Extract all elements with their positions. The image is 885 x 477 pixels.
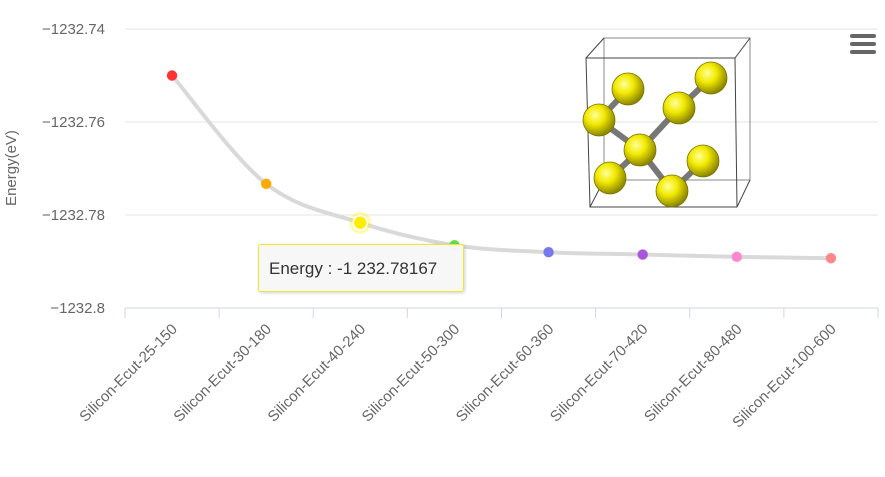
x-axis: Silicon-Ecut-25-150Silicon-Ecut-30-180Si… (76, 307, 879, 431)
y-tick-label: −1232.74 (42, 21, 105, 38)
x-tick-label: Silicon-Ecut-80-480 (641, 321, 746, 426)
grid-lines (125, 28, 878, 309)
x-tick-label: Silicon-Ecut-40-240 (265, 321, 370, 426)
data-point[interactable] (825, 253, 837, 264)
x-tick-label: Silicon-Ecut-60-360 (453, 321, 558, 426)
x-tick-label: Silicon-Ecut-70-420 (547, 321, 652, 426)
y-tick-label: −1232.8 (50, 300, 105, 317)
y-axis-label: Energy(eV) (3, 130, 20, 206)
hamburger-menu-icon[interactable] (848, 34, 878, 60)
x-tick-label: Silicon-Ecut-100-600 (729, 321, 839, 431)
data-point[interactable] (637, 249, 648, 260)
data-point[interactable] (543, 247, 554, 258)
data-point[interactable] (352, 215, 369, 231)
series-line (170, 73, 833, 261)
x-tick-label: Silicon-Ecut-30-180 (170, 321, 275, 426)
data-point[interactable] (731, 251, 743, 263)
series-energy (170, 73, 833, 261)
y-tick-label: −1232.76 (42, 114, 105, 131)
x-tick-label: Silicon-Ecut-50-300 (359, 321, 464, 426)
y-tick-label: −1232.78 (42, 207, 105, 224)
x-tick-label: Silicon-Ecut-25-150 (76, 321, 181, 426)
data-tooltip: Energy : -1 232.78167 (258, 244, 464, 292)
data-point[interactable] (260, 178, 272, 190)
crystal-structure-image (582, 37, 751, 208)
data-point[interactable] (166, 70, 178, 81)
y-axis-ticks: −1232.74 −1232.76 −1232.78 −1232.8 (42, 21, 105, 317)
